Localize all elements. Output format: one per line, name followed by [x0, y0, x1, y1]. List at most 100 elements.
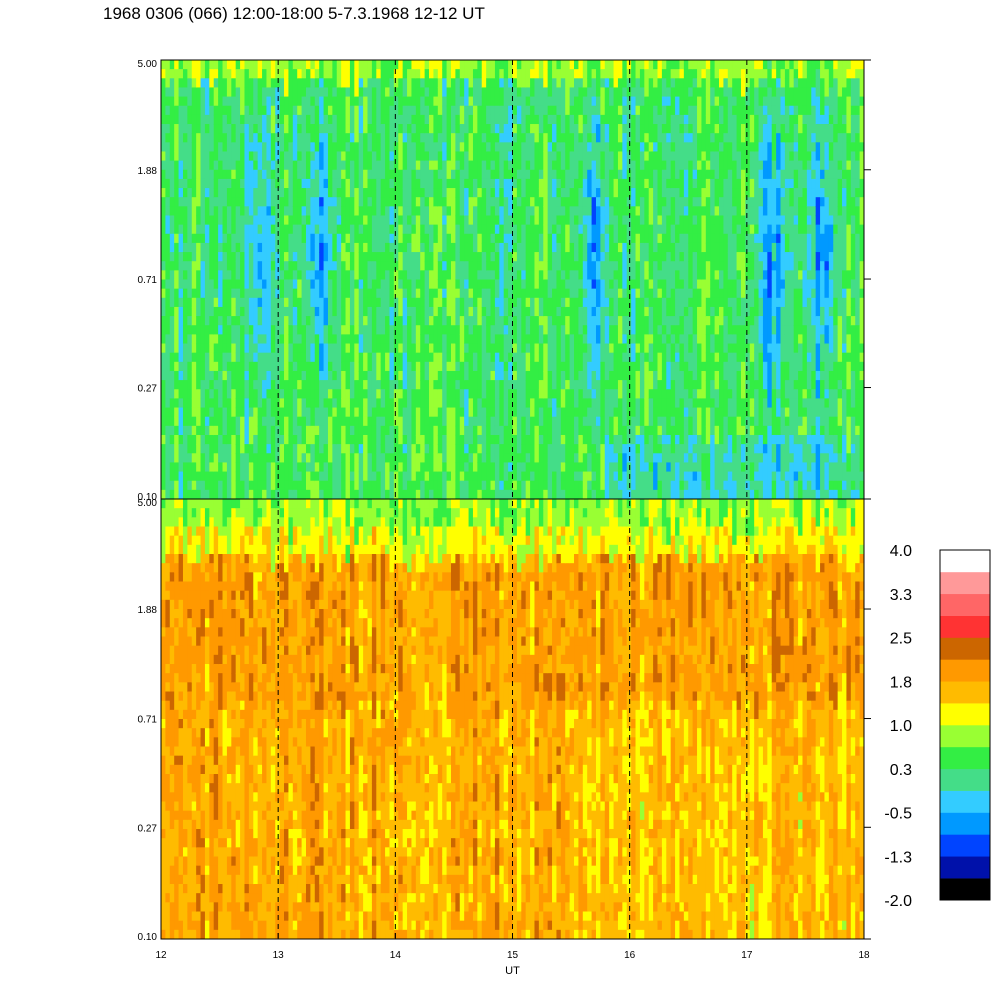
heatmap-cell: [815, 453, 821, 473]
heatmap-cell: [288, 105, 294, 116]
heatmap-cell: [442, 105, 448, 116]
heatmap-cell: [450, 69, 456, 79]
heatmap-cell: [327, 114, 333, 125]
heatmap-cell: [262, 334, 268, 345]
heatmap-cell: [200, 462, 206, 473]
heatmap-cell: [508, 471, 514, 482]
heatmap-cell: [464, 160, 470, 180]
heatmap-cell: [653, 188, 659, 198]
heatmap-cell: [635, 297, 641, 308]
heatmap-cell: [758, 279, 764, 299]
heatmap-cell: [503, 325, 509, 335]
heatmap-cell: [508, 178, 514, 189]
heatmap-cell: [349, 114, 355, 125]
heatmap-cell: [424, 407, 430, 427]
heatmap-cell: [385, 78, 391, 89]
heatmap-cell: [762, 133, 768, 162]
heatmap-cell: [609, 133, 615, 153]
heatmap-cell: [169, 325, 175, 345]
heatmap-cell: [200, 444, 206, 454]
heatmap-cell: [182, 306, 188, 326]
heatmap-cell: [481, 398, 487, 409]
heatmap-cell: [692, 160, 698, 171]
heatmap-cell: [617, 416, 623, 427]
heatmap-cell: [446, 361, 452, 372]
heatmap-cell: [657, 480, 663, 499]
heatmap-cell: [723, 288, 729, 317]
heatmap-cell: [644, 96, 650, 107]
heatmap-cell: [301, 370, 307, 381]
heatmap-cell: [732, 407, 738, 418]
heatmap-cell: [683, 69, 689, 79]
heatmap-cell: [468, 105, 474, 116]
heatmap-cell: [226, 178, 232, 189]
heatmap-cell: [327, 105, 333, 116]
heatmap-cell: [732, 370, 738, 381]
heatmap-cell: [521, 188, 527, 198]
heatmap-cell: [675, 96, 681, 116]
heatmap-cell: [824, 133, 830, 143]
heatmap-cell: [354, 279, 360, 290]
heatmap-cell: [547, 124, 553, 143]
heatmap-cell: [240, 425, 246, 454]
heatmap-cell: [270, 197, 276, 207]
heatmap-cell: [420, 142, 426, 162]
heatmap-cell: [455, 60, 461, 70]
heatmap-cell: [310, 78, 316, 89]
heatmap-cell: [613, 261, 619, 271]
heatmap-cell: [297, 60, 303, 70]
heatmap-cell: [560, 224, 566, 244]
heatmap-cell: [582, 270, 588, 281]
heatmap-cell: [477, 160, 483, 189]
heatmap-cell: [275, 188, 281, 198]
heatmap-cell: [407, 114, 413, 125]
heatmap-cell: [758, 489, 764, 499]
heatmap-cell: [345, 489, 351, 499]
heatmap-cell: [275, 160, 281, 171]
heatmap-cell: [424, 425, 430, 436]
heatmap-cell: [530, 242, 536, 271]
heatmap-cell: [626, 252, 632, 262]
heatmap-cell: [824, 325, 830, 345]
heatmap-cell: [771, 142, 777, 162]
heatmap-cell: [262, 279, 268, 290]
heatmap-cell: [824, 370, 830, 381]
heatmap-cell: [776, 114, 782, 134]
heatmap-cell: [433, 261, 439, 290]
heatmap-cell: [657, 334, 663, 354]
heatmap-cell: [407, 316, 413, 345]
heatmap-cell: [499, 224, 505, 235]
heatmap-cell: [424, 188, 430, 198]
heatmap-cell: [727, 142, 733, 153]
heatmap-cell: [415, 224, 421, 253]
heatmap-cell: [332, 297, 338, 317]
heatmap-cell: [332, 334, 338, 345]
heatmap-cell: [683, 78, 689, 89]
heatmap-cell: [591, 60, 597, 70]
heatmap-cell: [679, 316, 685, 326]
heatmap-cell: [248, 252, 254, 271]
heatmap-cell: [828, 316, 834, 335]
heatmap-cell: [736, 334, 742, 363]
heatmap-cell: [530, 96, 536, 107]
heatmap-cell: [367, 370, 373, 390]
heatmap-cell: [815, 288, 821, 299]
heatmap-cell: [762, 124, 768, 134]
heatmap-cell: [169, 233, 175, 253]
heatmap-cell: [209, 242, 215, 271]
heatmap-cell: [657, 188, 663, 207]
heatmap-cell: [345, 343, 351, 354]
heatmap-cell: [389, 306, 395, 326]
heatmap-cell: [424, 215, 430, 235]
heatmap-cell: [182, 261, 188, 271]
heatmap-cell: [626, 407, 632, 427]
heatmap-cell: [332, 416, 338, 436]
heatmap-cell: [494, 178, 500, 189]
heatmap-cell: [604, 60, 610, 79]
heatmap-cell: [222, 242, 228, 253]
heatmap-cell: [609, 69, 615, 79]
heatmap-cell: [407, 380, 413, 390]
heatmap-cell: [411, 288, 417, 299]
heatmap-cell: [556, 416, 562, 436]
heatmap-cell: [490, 60, 496, 79]
